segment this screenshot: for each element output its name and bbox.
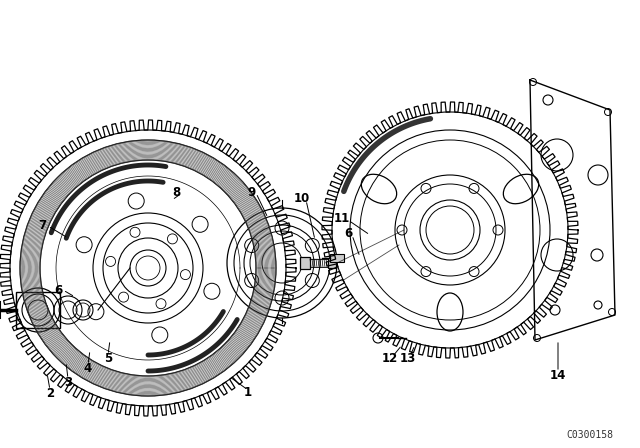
Text: 8: 8	[172, 185, 180, 198]
Text: 6: 6	[54, 284, 62, 297]
Text: 13: 13	[400, 352, 416, 365]
FancyBboxPatch shape	[330, 254, 344, 262]
Text: 1: 1	[244, 385, 252, 399]
Text: 10: 10	[294, 191, 310, 204]
Text: 4: 4	[84, 362, 92, 375]
Text: 12: 12	[382, 352, 398, 365]
Text: 5: 5	[104, 352, 112, 365]
Text: 11: 11	[334, 211, 350, 224]
Text: 3: 3	[64, 375, 72, 388]
Text: 7: 7	[38, 219, 46, 232]
Text: C0300158: C0300158	[566, 430, 614, 440]
FancyBboxPatch shape	[300, 257, 310, 269]
Text: 14: 14	[550, 369, 566, 382]
FancyBboxPatch shape	[328, 258, 336, 268]
Text: 9: 9	[248, 185, 256, 198]
Text: 6: 6	[344, 227, 352, 240]
Text: 2: 2	[46, 387, 54, 400]
